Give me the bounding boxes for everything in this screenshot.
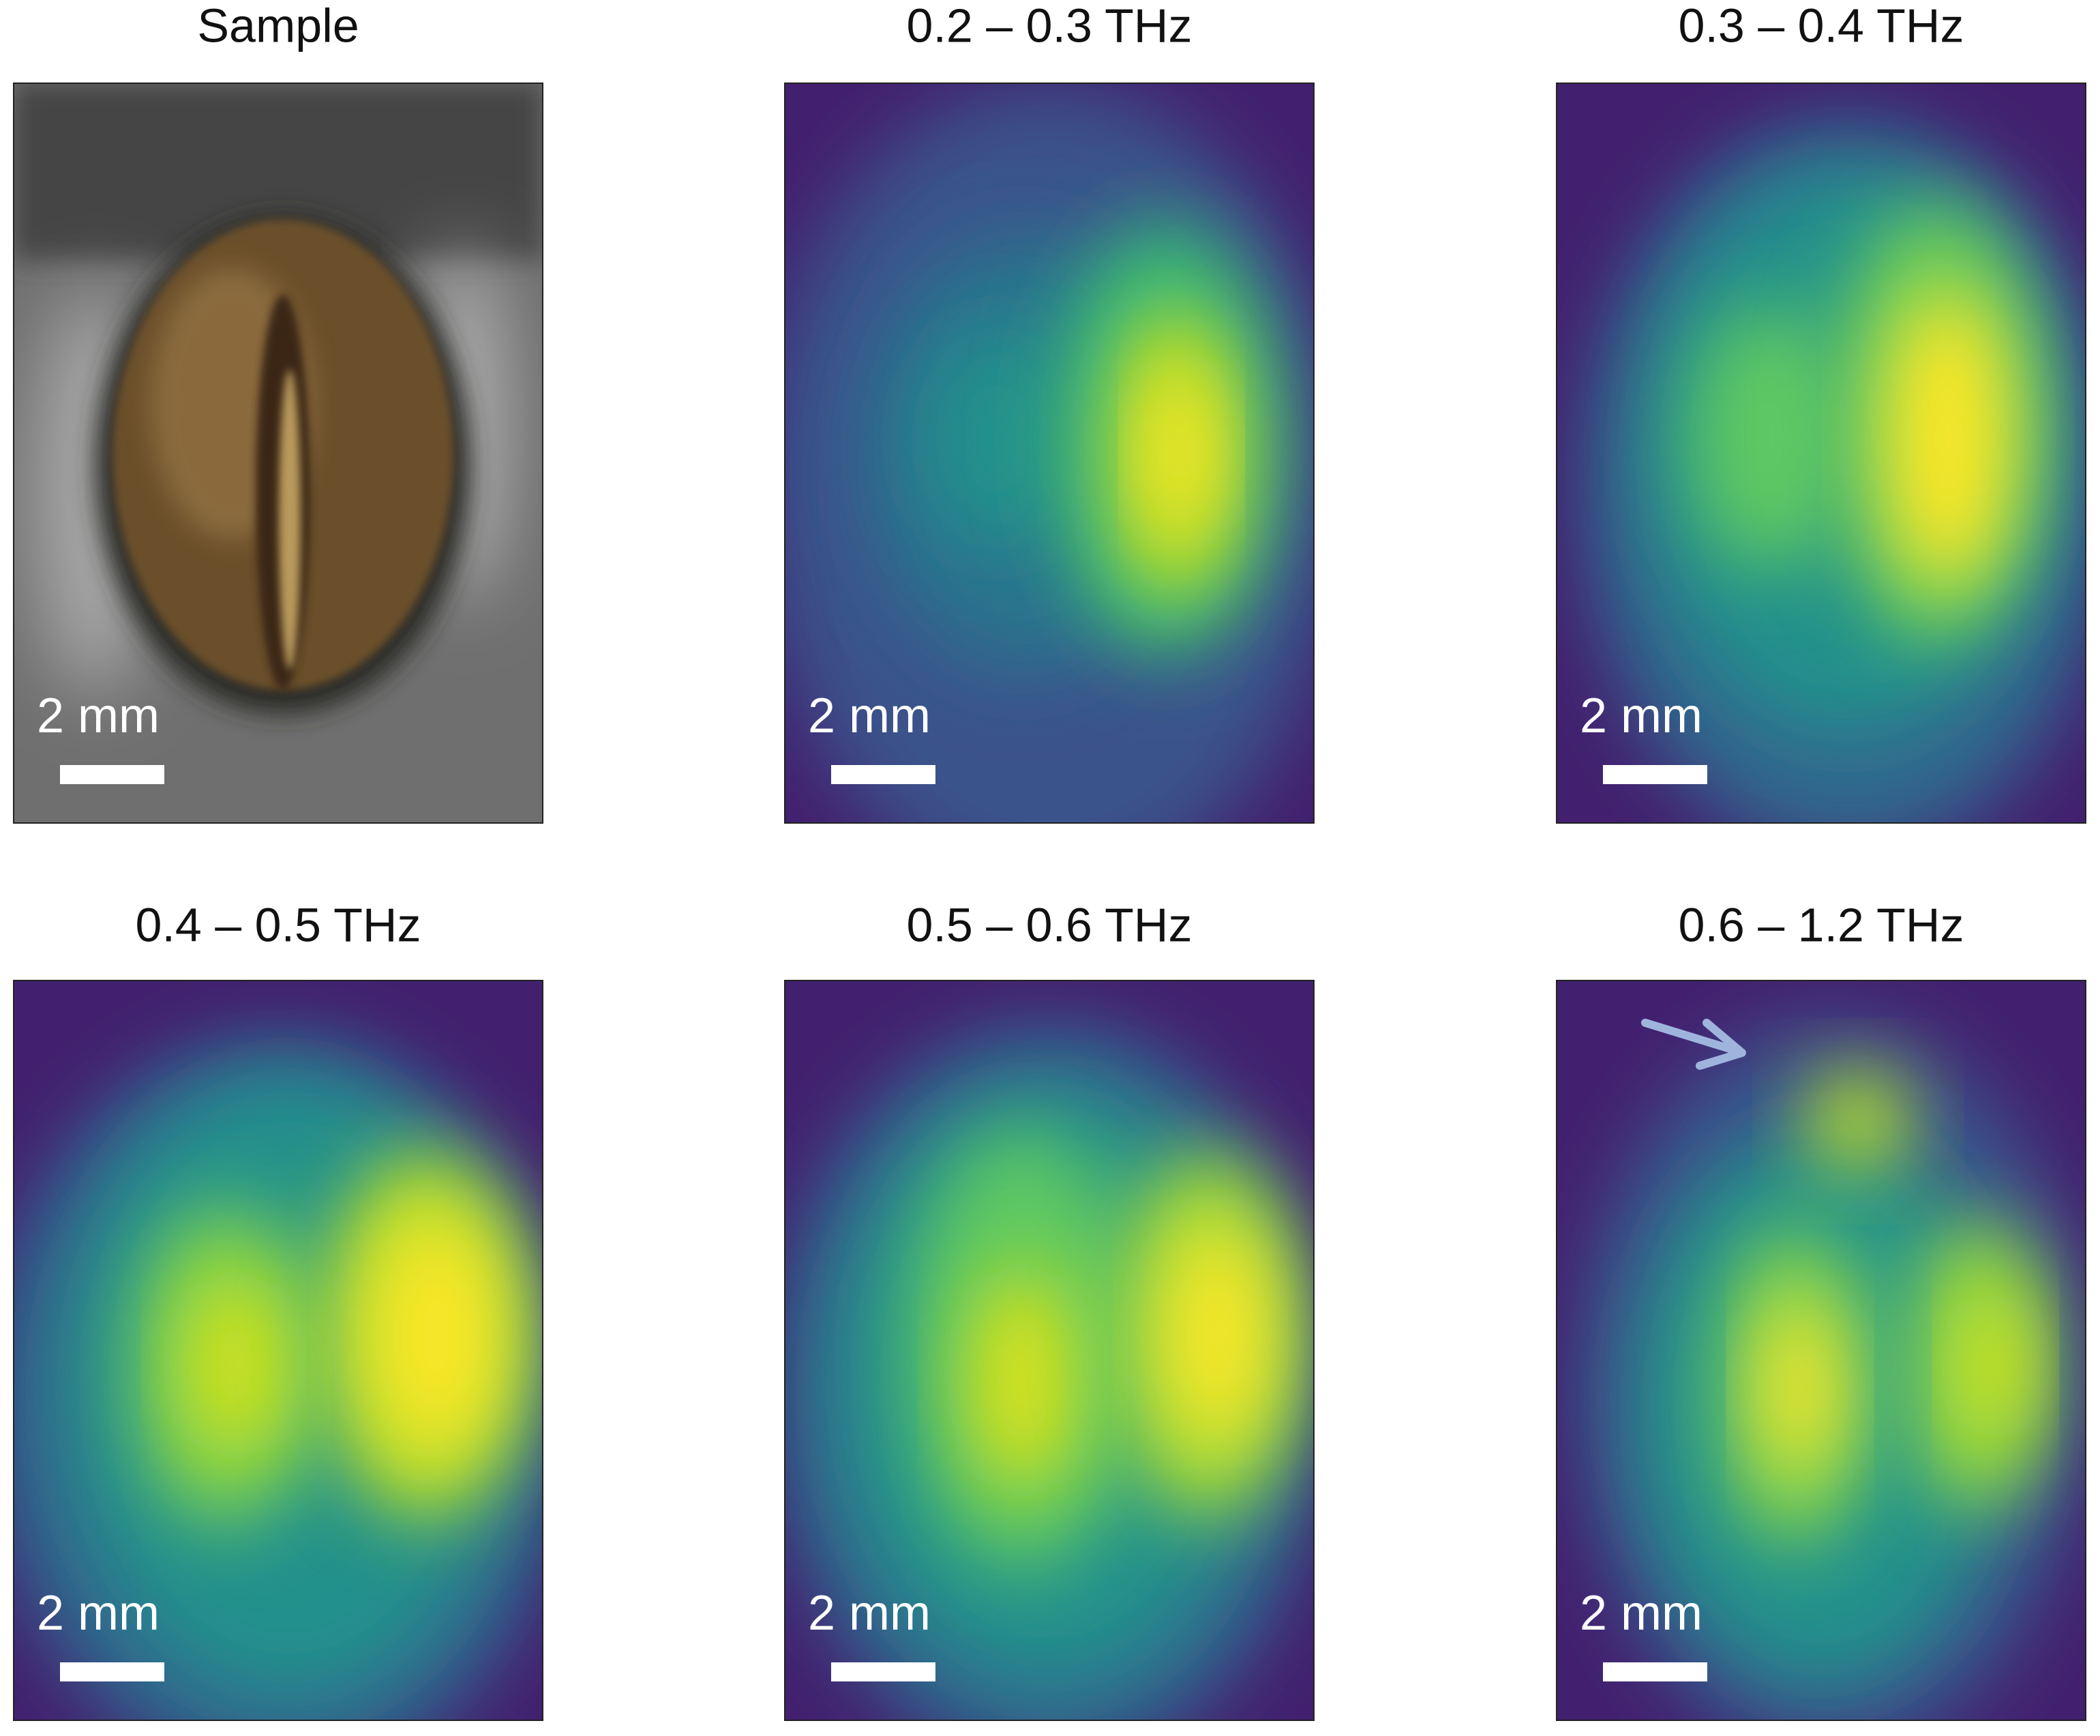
panel-title: 0.4 – 0.5 THz (136, 898, 421, 951)
scale-label: 2 mm (808, 689, 931, 743)
scale-label: 2 mm (1580, 689, 1702, 743)
intensity-blob (1165, 1225, 1272, 1447)
panel-title: 0.2 – 0.3 THz (907, 0, 1192, 52)
panel-title: Sample (197, 0, 359, 52)
panel-border (784, 83, 1315, 824)
panel: 0.3 – 0.4 THz 2 mm (1556, 0, 2086, 824)
panel: Sample 2 mm (13, 0, 543, 824)
intensity-blob (1150, 379, 1214, 527)
panel-title: 0.3 – 0.4 THz (1679, 0, 1964, 52)
intensity-blob (922, 327, 1071, 550)
scale-bar (1603, 1662, 1707, 1681)
scale-bar (60, 1662, 164, 1681)
panel: 0.4 – 0.5 THz 2 mm (13, 898, 543, 1721)
sample-photo (14, 83, 543, 823)
scale-bar (831, 1662, 935, 1681)
intensity-blob (188, 1276, 284, 1454)
intensity-blob (1885, 290, 2012, 586)
arrow (1641, 1019, 1745, 1056)
panel: 0.5 – 0.6 THz 2 mm (784, 898, 1315, 1721)
scale-label: 2 mm (37, 689, 160, 743)
intensity-blob (373, 1217, 500, 1454)
intensity-blob (1689, 305, 1848, 572)
bean-crease-light (279, 370, 301, 670)
panel-title: 0.6 – 1.2 THz (1679, 898, 1964, 951)
panel-title: 0.5 – 0.6 THz (907, 898, 1192, 951)
panel-border (1556, 980, 2086, 1721)
scale-bar (831, 765, 935, 784)
heatmap (14, 981, 543, 1720)
intensity-blob (1762, 1298, 1837, 1476)
panel-border (1556, 83, 2086, 824)
panel-border (13, 83, 543, 824)
scale-label: 2 mm (37, 1586, 160, 1641)
scale-label: 2 mm (808, 1586, 931, 1641)
panel: 0.6 – 1.2 THz 2 mm (1556, 898, 2086, 1721)
heatmap (785, 83, 1314, 823)
intensity-blob (1964, 1291, 2028, 1439)
panel: 0.2 – 0.3 THz 2 mm (784, 0, 1315, 824)
scale-label: 2 mm (1580, 1586, 1702, 1641)
arrow-head (1696, 1019, 1746, 1070)
heatmap (1557, 83, 2086, 823)
panel-border (784, 980, 1315, 1721)
heatmap (785, 981, 1314, 1720)
scale-bar (1603, 765, 1707, 784)
panel-border (13, 980, 543, 1721)
scale-bar (60, 765, 164, 784)
heatmap (1557, 981, 2086, 1720)
intensity-blob (970, 1269, 1076, 1491)
intensity-blob (1805, 1069, 1911, 1173)
